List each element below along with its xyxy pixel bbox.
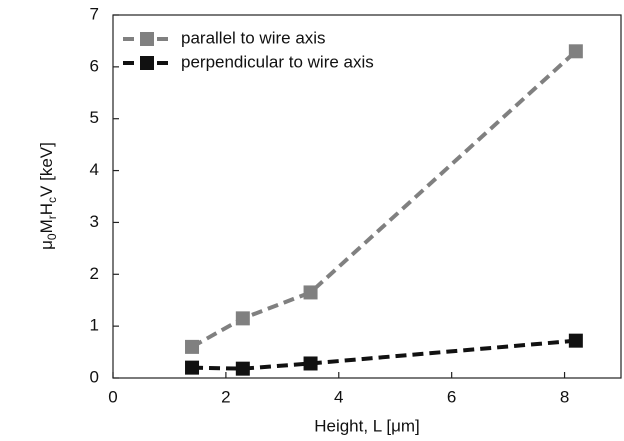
- series-line: [191, 338, 577, 371]
- y-tick-label: 4: [90, 160, 99, 179]
- data-point: [235, 361, 250, 376]
- y-label-part: μ: [37, 240, 56, 250]
- legend-marker: [140, 56, 154, 70]
- x-tick-label: 0: [108, 387, 117, 406]
- y-label-sub: r: [45, 215, 59, 219]
- data-point: [568, 333, 583, 348]
- y-tick-label: 6: [90, 56, 99, 75]
- y-tick-label: 0: [90, 367, 99, 386]
- data-point: [185, 339, 200, 354]
- x-axis-label: Height, L [μm]: [314, 416, 420, 435]
- x-tick-label: 8: [560, 387, 569, 406]
- y-label-sub: c: [45, 197, 59, 203]
- y-axis-label: μ0MrHcV [keV]: [37, 142, 59, 250]
- legend-label: perpendicular to wire axis: [181, 52, 374, 71]
- y-tick-label: 1: [90, 316, 99, 335]
- series-line: [191, 49, 578, 349]
- legend-marker: [140, 32, 154, 46]
- data-point: [185, 360, 200, 375]
- data-point: [235, 311, 250, 326]
- data-point: [303, 356, 318, 371]
- plot-frame: [112, 14, 622, 379]
- y-label-sub: 0: [45, 233, 59, 240]
- legend-label: parallel to wire axis: [181, 28, 326, 47]
- data-point: [568, 44, 583, 59]
- y-tick-label: 5: [90, 108, 99, 127]
- y-tick-label: 3: [90, 212, 99, 231]
- y-tick-label: 7: [90, 4, 99, 23]
- y-tick-label: 2: [90, 264, 99, 283]
- data-point: [303, 285, 318, 300]
- x-tick-label: 6: [447, 387, 456, 406]
- y-label-part: V [keV]: [37, 142, 56, 197]
- y-label-part: M: [37, 219, 56, 233]
- x-tick-label: 2: [221, 387, 230, 406]
- y-label-part: H: [37, 203, 56, 215]
- x-tick-label: 4: [334, 387, 343, 406]
